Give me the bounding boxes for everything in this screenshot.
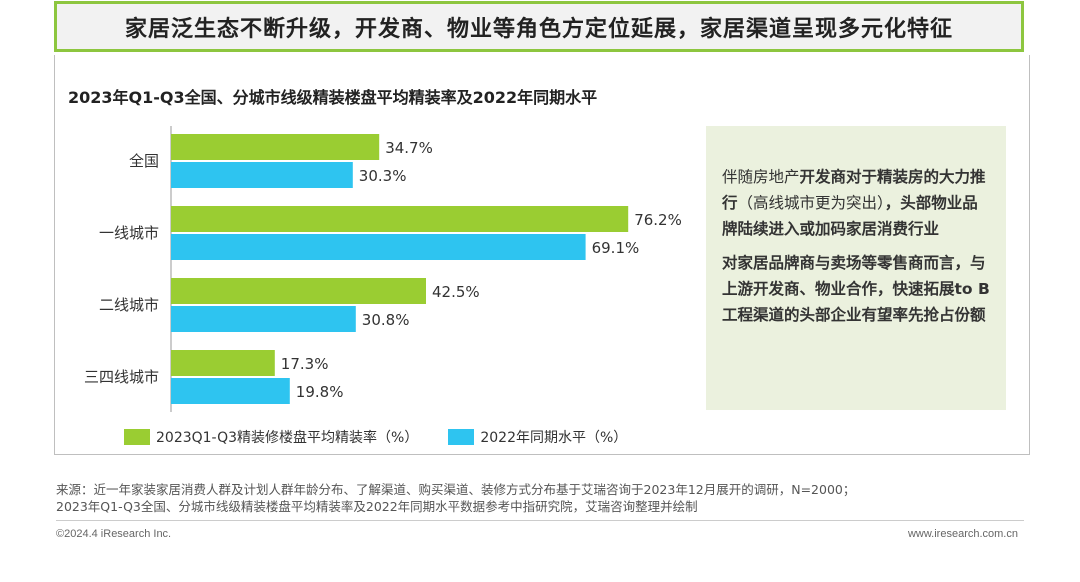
source-line-1: 来源：近一年家装家居消费人群及计划人群年龄分布、了解渠道、购买渠道、装修方式分布… [56,482,856,497]
legend-item-2023: 2023Q1-Q3精装修楼盘平均精装率（%） [124,427,418,447]
data-label-s0-c1: 76.2% [634,211,682,229]
legend-swatch-2023 [124,429,150,445]
note-run-1: 开发商对于精装房的大力推行 [722,168,986,212]
data-label-s1-c1: 69.1% [592,239,640,257]
source-line-2: 2023年Q1-Q3全国、分城市线级精装楼盘平均精装率及2022年同期水平数据参… [56,499,698,514]
category-label-1: 一线城市 [99,224,159,242]
legend-item-2022: 2022年同期水平（%） [448,427,627,447]
note-paragraph-2: 对家居品牌商与卖场等零售商而言，与上游开发商、物业合作，快速拓展to B工程渠道… [722,254,990,324]
page-title: 家居泛生态不断升级，开发商、物业等角色方定位延展，家居渠道呈现多元化特征 [124,16,953,42]
bar-s1-c1 [171,234,586,260]
chart-title: 2023年Q1-Q3全国、分城市线级精装楼盘平均精装率及2022年同期水平 [68,88,598,107]
source-note: 来源：近一年家装家居消费人群及计划人群年龄分布、了解渠道、购买渠道、装修方式分布… [56,481,855,515]
note-run-2: （高线城市更为突出） [737,194,885,212]
bar-s1-c2 [171,306,356,332]
bar-s0-c0 [171,134,380,160]
data-label-s0-c3: 17.3% [281,355,329,373]
note-run-3: ，头部物业品牌陆续进入或加码家居消费行业 [722,194,978,238]
bar-s0-c1 [171,206,629,232]
copyright: ©2024.4 iResearch Inc. [56,528,172,540]
insight-note: 伴随房地产开发商对于精装房的大力推行（高线城市更为突出），头部物业品牌陆续进入或… [706,126,1006,410]
data-label-s1-c0: 30.3% [359,167,407,185]
chart-legend: 2023Q1-Q3精装修楼盘平均精装率（%） 2022年同期水平（%） [124,427,657,447]
content-panel [54,55,1030,455]
bar-s1-c3 [171,378,290,404]
footer-divider [56,520,1024,521]
header-banner: 家居泛生态不断升级，开发商、物业等角色方定位延展，家居渠道呈现多元化特征 [54,1,1024,52]
legend-label-2023: 2023Q1-Q3精装修楼盘平均精装率（%） [156,430,419,446]
note-paragraph-1: 伴随房地产开发商对于精装房的大力推行（高线城市更为突出），头部物业品牌陆续进入或… [722,164,992,242]
data-label-s1-c2: 30.8% [362,311,410,329]
data-label-s1-c3: 19.8% [296,383,344,401]
data-label-s0-c0: 34.7% [385,139,433,157]
bar-s0-c2 [171,278,426,304]
note-run-0: 伴随房地产 [722,168,800,186]
bar-s0-c3 [171,350,275,376]
category-label-2: 二线城市 [99,296,159,314]
legend-swatch-2022 [448,429,475,445]
legend-label-2022: 2022年同期水平（%） [480,430,628,446]
website-link[interactable]: www.iresearch.com.cn [907,528,1018,540]
data-label-s0-c2: 42.5% [432,283,480,301]
category-label-3: 三四线城市 [84,368,159,386]
bar-s1-c0 [171,162,353,188]
category-label-0: 全国 [129,152,159,170]
